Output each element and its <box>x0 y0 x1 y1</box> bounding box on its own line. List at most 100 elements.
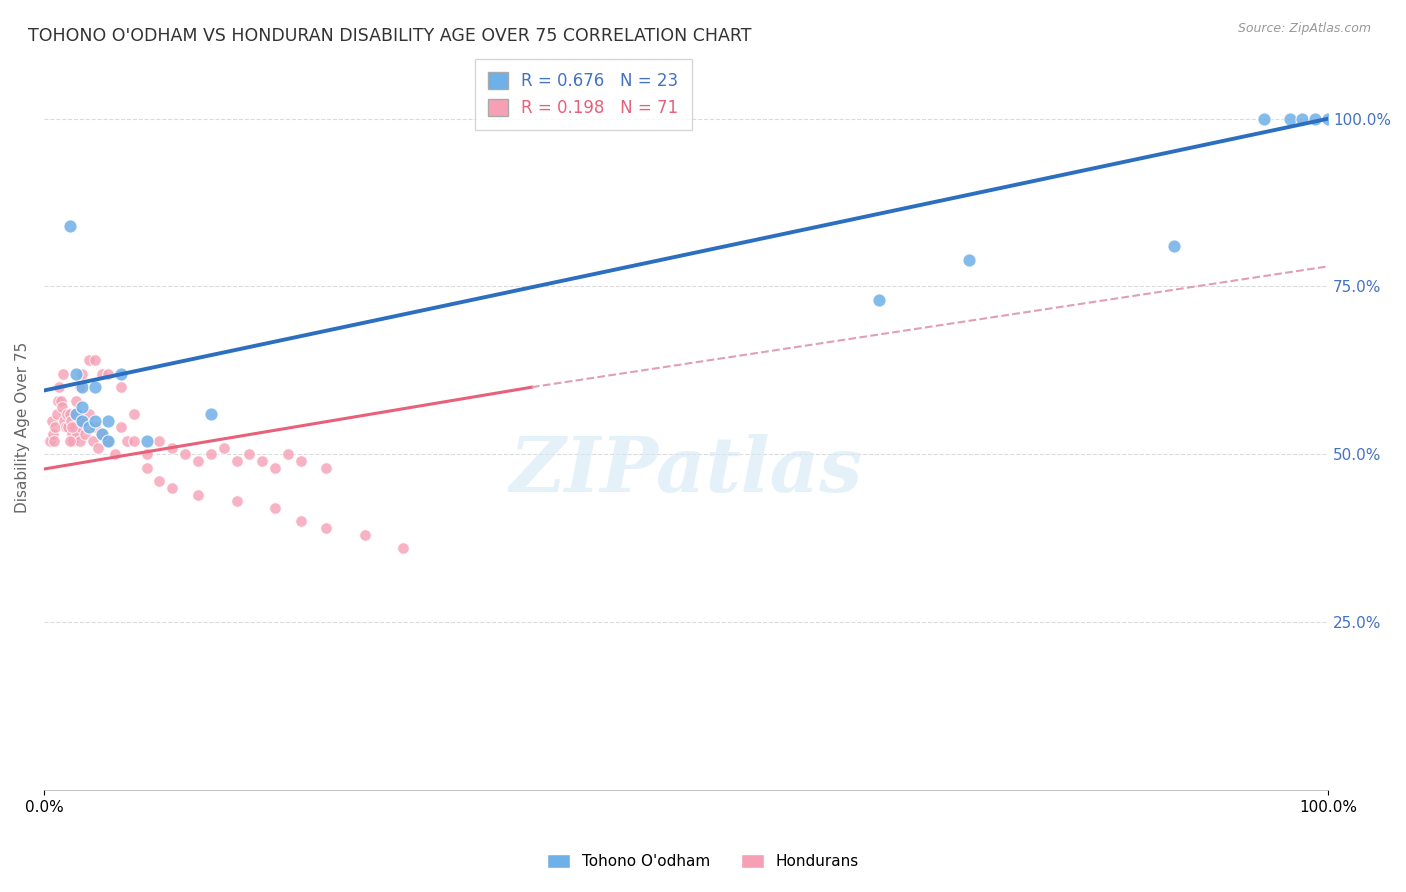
Point <box>97 367 120 381</box>
Point <box>1291 112 1313 126</box>
Point <box>392 541 415 556</box>
Point <box>72 401 94 415</box>
Text: ZIPatlas: ZIPatlas <box>509 434 862 508</box>
Text: Source: ZipAtlas.com: Source: ZipAtlas.com <box>1237 22 1371 36</box>
Point <box>52 367 75 381</box>
Point <box>1303 112 1326 126</box>
Point <box>44 420 66 434</box>
Point <box>97 434 120 448</box>
Point <box>148 434 170 448</box>
Point <box>44 434 66 448</box>
Point <box>65 393 87 408</box>
Point <box>110 420 132 434</box>
Point <box>135 434 157 448</box>
Point <box>63 420 86 434</box>
Point <box>110 367 132 381</box>
Point <box>60 427 83 442</box>
Point <box>53 414 76 428</box>
Point <box>90 427 112 442</box>
Point <box>41 414 63 428</box>
Point <box>1253 112 1275 126</box>
Point <box>56 407 79 421</box>
Point <box>62 434 84 448</box>
Point <box>87 441 110 455</box>
Point <box>82 434 104 448</box>
Point <box>72 380 94 394</box>
Point <box>70 420 93 434</box>
Point <box>77 353 100 368</box>
Point <box>59 414 82 428</box>
Point <box>1278 112 1301 126</box>
Point <box>58 434 80 448</box>
Point <box>200 447 222 461</box>
Point <box>77 407 100 421</box>
Point <box>162 481 184 495</box>
Point <box>65 407 87 421</box>
Point <box>97 434 120 448</box>
Point <box>45 407 67 421</box>
Point <box>46 393 69 408</box>
Point <box>51 401 73 415</box>
Y-axis label: Disability Age Over 75: Disability Age Over 75 <box>15 342 30 513</box>
Point <box>69 434 91 448</box>
Point <box>49 393 72 408</box>
Point <box>315 460 337 475</box>
Point <box>290 515 312 529</box>
Point <box>868 293 890 307</box>
Point <box>264 460 287 475</box>
Point <box>67 414 90 428</box>
Point <box>117 434 139 448</box>
Text: TOHONO O'ODHAM VS HONDURAN DISABILITY AGE OVER 75 CORRELATION CHART: TOHONO O'ODHAM VS HONDURAN DISABILITY AG… <box>28 27 752 45</box>
Point <box>122 434 145 448</box>
Point <box>84 420 107 434</box>
Point <box>39 434 62 448</box>
Point <box>135 447 157 461</box>
Point <box>290 454 312 468</box>
Point <box>42 427 65 442</box>
Point <box>1317 112 1340 126</box>
Point <box>315 521 337 535</box>
Point <box>148 474 170 488</box>
Point <box>238 447 260 461</box>
Point <box>225 454 247 468</box>
Point <box>73 427 96 442</box>
Point <box>72 414 94 428</box>
Point <box>225 494 247 508</box>
Point <box>162 441 184 455</box>
Point <box>65 407 87 421</box>
Point <box>250 454 273 468</box>
Point <box>90 367 112 381</box>
Point <box>122 407 145 421</box>
Point <box>90 427 112 442</box>
Point <box>72 367 94 381</box>
Point <box>354 528 377 542</box>
Point <box>58 407 80 421</box>
Point <box>187 487 209 501</box>
Legend: R = 0.676   N = 23, R = 0.198   N = 71: R = 0.676 N = 23, R = 0.198 N = 71 <box>475 59 692 130</box>
Point <box>174 447 197 461</box>
Point <box>69 380 91 394</box>
Point <box>103 447 125 461</box>
Point <box>72 414 94 428</box>
Point <box>77 420 100 434</box>
Point <box>957 252 980 267</box>
Point <box>200 407 222 421</box>
Point <box>84 414 107 428</box>
Point <box>110 380 132 394</box>
Point <box>264 500 287 515</box>
Point <box>84 353 107 368</box>
Point <box>187 454 209 468</box>
Point <box>277 447 299 461</box>
Point <box>135 460 157 475</box>
Point <box>58 420 80 434</box>
Point <box>1163 239 1185 253</box>
Legend: Tohono O'odham, Hondurans: Tohono O'odham, Hondurans <box>541 848 865 875</box>
Point <box>58 219 80 233</box>
Point <box>97 414 120 428</box>
Point <box>65 367 87 381</box>
Point <box>60 420 83 434</box>
Point <box>55 420 77 434</box>
Point <box>212 441 235 455</box>
Point <box>84 380 107 394</box>
Point <box>66 427 89 442</box>
